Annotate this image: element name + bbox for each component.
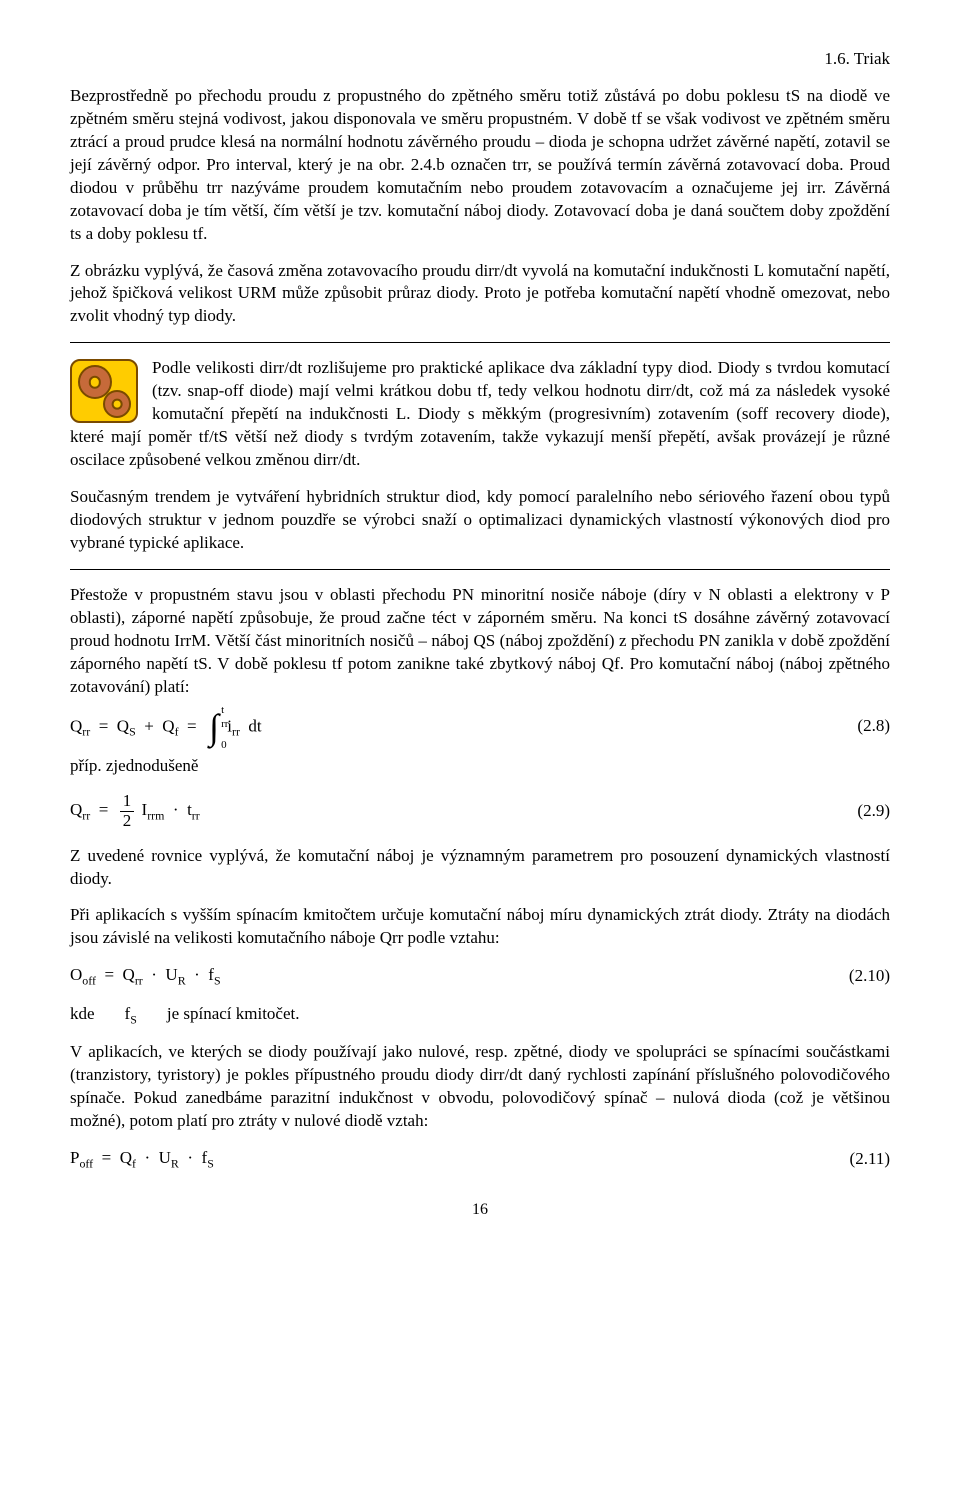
eq-sub: off xyxy=(82,974,96,988)
eq-sub: rr xyxy=(192,809,200,823)
eq-sym: Q xyxy=(120,1148,132,1167)
equation-2-10: Ooff = Qrr · UR · fS (2.10) xyxy=(70,964,890,988)
eq-sub: S xyxy=(129,724,136,738)
eq-sym: Q xyxy=(70,800,82,819)
eq-sym: · xyxy=(187,1148,193,1167)
eq-sym: Q xyxy=(123,965,135,984)
eq-sym: · xyxy=(151,965,157,984)
note-block: Podle velikosti dirr/dt rozlišujeme pro … xyxy=(70,357,890,486)
frac-den: 2 xyxy=(120,812,135,831)
page-number: 16 xyxy=(70,1199,890,1221)
equation-2-9: Qrr = 1 2 Irrm · trr (2.9) xyxy=(70,792,890,830)
eq-sub: R xyxy=(178,974,186,988)
paragraph-6: V aplikacích, ve kterých se diody použív… xyxy=(70,1041,890,1133)
equation-2-11: Poff = Qf · UR · fS (2.11) xyxy=(70,1147,890,1171)
eq-sym: dt xyxy=(248,716,261,735)
equation-number: (2.10) xyxy=(849,965,890,988)
paragraph-5: Při aplikacích s vyšším spínacím kmitočt… xyxy=(70,904,890,950)
equation-2-8: Qrr = QS + Qf = t rr ∫ 0 irr dt (2.8) xyxy=(70,713,890,742)
kde-symbol: fS xyxy=(125,1004,137,1023)
eq-sub: rr xyxy=(232,724,240,738)
eq-sym: · xyxy=(173,800,179,819)
paragraph-3: Přestože v propustném stavu jsou v oblas… xyxy=(70,584,890,699)
paragraph-4: Z uvedené rovnice vyplývá, že komutační … xyxy=(70,845,890,891)
eq-sym: · xyxy=(144,1148,150,1167)
eq-sym: = xyxy=(99,800,109,819)
eq-sub: rrm xyxy=(147,809,164,823)
equation-number: (2.9) xyxy=(857,800,890,823)
paragraph-1: Bezprostředně po přechodu proudu z propu… xyxy=(70,85,890,246)
frac-num: 1 xyxy=(120,792,135,812)
eq-sym: · xyxy=(194,965,200,984)
eq-sym: O xyxy=(70,965,82,984)
eq-sym: = xyxy=(99,716,109,735)
kde-label: kde xyxy=(70,1003,95,1027)
integral: t rr ∫ 0 xyxy=(209,713,219,742)
int-upper: t rr xyxy=(221,703,228,733)
divider xyxy=(70,342,890,343)
note-paragraph-2: Současným trendem je vytváření hybridníc… xyxy=(70,486,890,555)
eq-sub: rr xyxy=(82,809,90,823)
paragraph-2: Z obrázku vyplývá, že časová změna zotav… xyxy=(70,260,890,329)
paragraph-simplified: příp. zjednodušeně xyxy=(70,755,890,778)
eq-sym: = xyxy=(104,965,114,984)
note-paragraph-1: Podle velikosti dirr/dt rozlišujeme pro … xyxy=(70,357,890,472)
eq-sub: R xyxy=(171,1156,179,1170)
section-header: 1.6. Triak xyxy=(70,48,890,71)
eq-sym: Q xyxy=(162,716,174,735)
eq-sub: f xyxy=(132,1156,136,1170)
equation-number: (2.11) xyxy=(850,1148,890,1171)
eq-sub: S xyxy=(214,974,221,988)
divider xyxy=(70,569,890,570)
eq-sub: f xyxy=(175,724,179,738)
fraction: 1 2 xyxy=(120,792,135,830)
eq-sub: S xyxy=(207,1156,214,1170)
eq-sym: Q xyxy=(117,716,129,735)
eq-sub: off xyxy=(79,1156,93,1170)
eq-sub: rr xyxy=(135,974,143,988)
equation-number: (2.8) xyxy=(857,715,890,738)
eq-sym: U xyxy=(165,965,177,984)
eq-sym: U xyxy=(159,1148,171,1167)
eq-sym: + xyxy=(144,716,154,735)
gears-icon xyxy=(70,359,138,423)
eq-sub: rr xyxy=(82,724,90,738)
int-lower: 0 xyxy=(221,738,227,753)
eq-sym: = xyxy=(102,1148,112,1167)
kde-description: je spínací kmitočet. xyxy=(167,1003,300,1027)
eq-sym: = xyxy=(187,716,197,735)
where-definition: kde fS je spínací kmitočet. xyxy=(70,1003,890,1027)
eq-sym: Q xyxy=(70,716,82,735)
